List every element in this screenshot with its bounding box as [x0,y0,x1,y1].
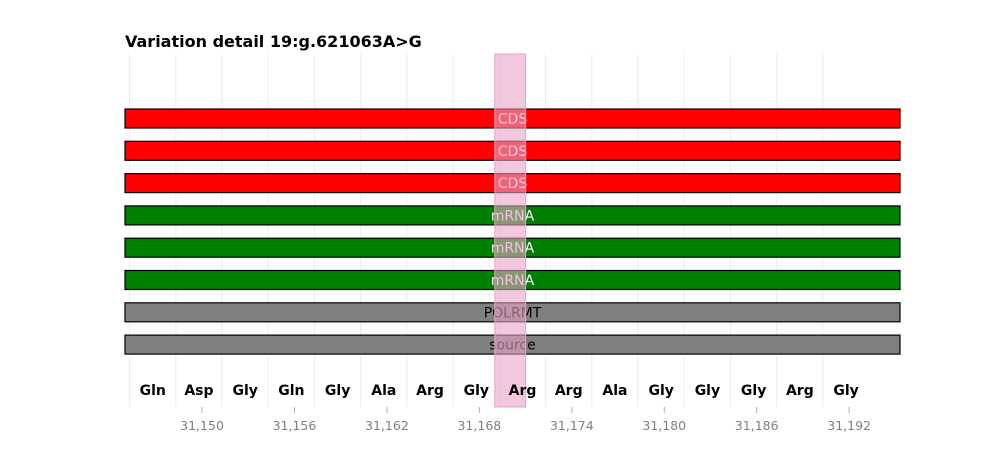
x-tick-label: 31,162 [365,418,409,433]
amino-acid-label: Gly [648,383,673,399]
amino-acid-label: Ala [602,383,627,399]
amino-acid-track: Gln Asp Gly Gln Gly Ala Arg Gly Arg Arg Ala Gly Gly G… [140,383,859,399]
amino-acid-label: Arg [786,383,814,399]
amino-acid-label: Ala [371,383,396,399]
variant-highlight [494,53,527,408]
x-tick-label: 31,174 [550,418,594,433]
x-tick-label: 31,180 [642,418,686,433]
amino-acid-label: Arg [555,383,583,399]
x-tick-label: 31,186 [735,418,779,433]
amino-acid-label: Arg [509,383,537,399]
x-axis: 31,150 31,156 31,162 31,168 31,174 31,180 31,1… [180,407,871,433]
amino-acid-label: Gly [232,383,257,399]
amino-acid-label: Asp [184,383,213,399]
x-tick-label: 31,168 [457,418,501,433]
amino-acid-label: Gly [464,383,489,399]
amino-acid-label: Gly [695,383,720,399]
amino-acid-label: Gln [140,383,166,399]
amino-acid-label: Arg [416,383,444,399]
amino-acid-label: Gly [833,383,858,399]
amino-acid-label: Gly [741,383,766,399]
variant-highlight-band [494,53,527,408]
chart-title: Variation detail 19:g.621063A>G [125,32,422,51]
x-tick-label: 31,150 [180,418,224,433]
amino-acid-label: Gln [278,383,304,399]
x-tick-label: 31,192 [827,418,871,433]
x-tick-label: 31,156 [273,418,317,433]
amino-acid-label: Gly [325,383,350,399]
